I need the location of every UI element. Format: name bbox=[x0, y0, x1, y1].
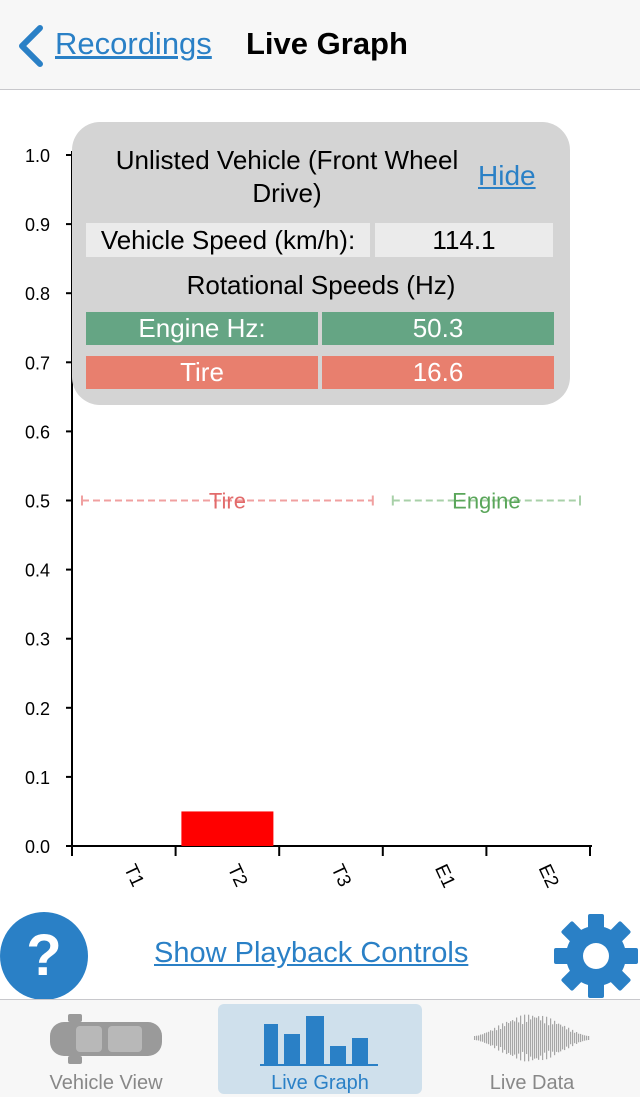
x-tick-label: E1 bbox=[430, 861, 459, 891]
y-tick-label: 0.3 bbox=[25, 630, 50, 650]
tab-label: Live Data bbox=[489, 1072, 575, 1094]
x-tick-label: T1 bbox=[119, 861, 147, 890]
y-tick-label: 0.1 bbox=[25, 768, 50, 788]
vehicle-speed-label: Vehicle Speed (km/h): bbox=[86, 223, 370, 257]
navigation-bar: Recordings Live Graph bbox=[0, 0, 640, 90]
tire-label: Tire bbox=[86, 356, 318, 389]
vehicle-speed-value: 114.1 bbox=[375, 223, 553, 257]
y-tick-label: 0.2 bbox=[25, 699, 50, 719]
help-button[interactable]: ? bbox=[0, 912, 88, 1000]
tab-label: Vehicle View bbox=[49, 1072, 163, 1094]
tab-live-data[interactable]: Live Data bbox=[430, 1004, 634, 1094]
gear-icon[interactable] bbox=[552, 912, 640, 1000]
y-tick-label: 0.8 bbox=[25, 284, 50, 304]
y-tick-label: 0.9 bbox=[25, 215, 50, 235]
engine-hz-label: Engine Hz: bbox=[86, 312, 318, 345]
x-tick-label: T2 bbox=[223, 861, 251, 890]
engine-hz-value: 50.3 bbox=[322, 312, 554, 345]
y-tick-label: 0.5 bbox=[25, 492, 50, 512]
vehicle-name: Unlisted Vehicle (Front Wheel Drive) bbox=[115, 145, 459, 208]
y-tick-label: 0.6 bbox=[25, 422, 50, 442]
vehicle-info-panel: Unlisted Vehicle (Front Wheel Drive) Hid… bbox=[72, 122, 570, 405]
y-tick-label: 0.7 bbox=[25, 353, 50, 373]
y-tick-label: 1.0 bbox=[25, 146, 50, 166]
hide-button[interactable]: Hide bbox=[478, 160, 536, 191]
tire-value: 16.6 bbox=[322, 356, 554, 389]
y-tick-label: 0.0 bbox=[25, 837, 50, 857]
x-tick-label: E2 bbox=[534, 861, 563, 891]
tab-vehicle-view[interactable]: Vehicle View bbox=[4, 1004, 208, 1094]
waveform-icon bbox=[474, 1014, 590, 1062]
bar-chart-icon bbox=[260, 1016, 378, 1066]
y-tick-label: 0.4 bbox=[25, 561, 50, 581]
range-label: Engine bbox=[452, 489, 521, 514]
page-title: Live Graph bbox=[246, 26, 408, 61]
x-tick-label: T3 bbox=[326, 861, 354, 890]
back-button[interactable]: Recordings bbox=[55, 26, 212, 61]
tab-bar: Vehicle View Live Graph Live Data bbox=[0, 999, 640, 1097]
car-icon bbox=[50, 1014, 162, 1064]
chevron-left-icon[interactable] bbox=[14, 24, 48, 68]
live-graph-chart: 0.0 0.1 0.2 0.3 0.4 0.5 0.6 0.7 0.8 0.9 1.0 T1 T2 T3 E… bbox=[25, 146, 592, 891]
show-playback-controls-link[interactable]: Show Playback Controls bbox=[154, 937, 469, 969]
range-label: Tire bbox=[209, 489, 246, 514]
tab-label: Live Graph bbox=[271, 1072, 369, 1094]
bar bbox=[181, 811, 274, 846]
tab-live-graph[interactable]: Live Graph bbox=[218, 1004, 422, 1094]
rotational-speeds-title: Rotational Speeds (Hz) bbox=[186, 270, 456, 300]
